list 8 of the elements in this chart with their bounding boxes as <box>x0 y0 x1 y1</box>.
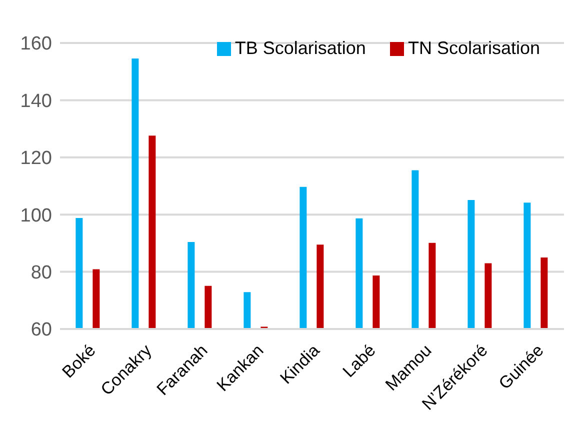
legend-label: TB Scolarisation <box>234 38 366 58</box>
legend-label: TN Scolarisation <box>408 38 540 58</box>
y-tick-label: 120 <box>20 148 52 170</box>
y-tick-label: 80 <box>30 262 52 284</box>
y-tick-label: 160 <box>20 34 52 55</box>
y-tick-label: 60 <box>30 320 52 341</box>
y-tick-label: 140 <box>20 90 52 112</box>
y-tick-label: 100 <box>20 205 52 226</box>
